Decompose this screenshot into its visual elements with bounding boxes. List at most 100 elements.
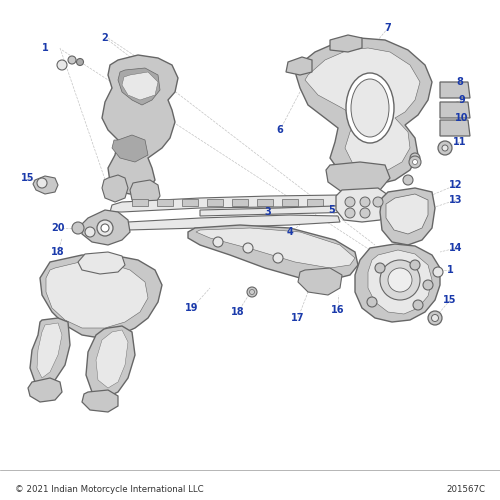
Circle shape	[438, 141, 452, 155]
Polygon shape	[82, 390, 118, 412]
Text: 7: 7	[384, 23, 392, 33]
Polygon shape	[102, 175, 128, 202]
Circle shape	[367, 297, 377, 307]
Polygon shape	[336, 188, 388, 222]
Text: 10: 10	[455, 113, 469, 123]
Polygon shape	[182, 199, 198, 206]
Text: 9: 9	[458, 95, 466, 105]
Polygon shape	[257, 199, 273, 206]
Text: 20: 20	[52, 223, 65, 233]
Polygon shape	[30, 318, 70, 388]
Text: 6: 6	[276, 125, 283, 135]
Circle shape	[273, 253, 283, 263]
Text: 1: 1	[446, 265, 454, 275]
Polygon shape	[440, 120, 470, 136]
Polygon shape	[207, 199, 223, 206]
Circle shape	[345, 197, 355, 207]
Circle shape	[97, 220, 113, 236]
Circle shape	[410, 260, 420, 270]
Ellipse shape	[351, 79, 389, 137]
Circle shape	[428, 311, 442, 325]
Text: 15: 15	[444, 295, 457, 305]
Text: 16: 16	[331, 305, 345, 315]
Polygon shape	[386, 194, 428, 234]
Circle shape	[373, 197, 383, 207]
Polygon shape	[200, 204, 402, 216]
Circle shape	[442, 145, 448, 151]
Polygon shape	[118, 68, 160, 105]
Polygon shape	[40, 255, 162, 338]
Polygon shape	[286, 57, 312, 75]
Polygon shape	[128, 215, 340, 230]
Polygon shape	[46, 262, 148, 328]
Polygon shape	[305, 48, 420, 172]
Text: 4: 4	[286, 227, 294, 237]
Polygon shape	[110, 195, 350, 212]
Polygon shape	[122, 72, 158, 100]
Polygon shape	[440, 102, 470, 118]
Circle shape	[360, 197, 370, 207]
Circle shape	[380, 260, 420, 300]
Polygon shape	[33, 176, 58, 194]
Text: 12: 12	[449, 180, 463, 190]
Polygon shape	[96, 330, 128, 388]
Circle shape	[403, 175, 413, 185]
Ellipse shape	[346, 73, 394, 143]
Text: © 2021 Indian Motorcycle International LLC: © 2021 Indian Motorcycle International L…	[15, 486, 204, 494]
Polygon shape	[282, 199, 298, 206]
Polygon shape	[368, 250, 432, 314]
Text: 201567C: 201567C	[446, 486, 485, 494]
Circle shape	[412, 160, 418, 164]
Polygon shape	[188, 225, 358, 280]
Circle shape	[250, 290, 254, 294]
Text: 8: 8	[456, 77, 464, 87]
Circle shape	[410, 153, 420, 163]
Text: 19: 19	[185, 303, 199, 313]
Polygon shape	[307, 199, 323, 206]
Text: 2: 2	[102, 33, 108, 43]
Polygon shape	[78, 252, 125, 274]
Circle shape	[85, 227, 95, 237]
Circle shape	[360, 208, 370, 218]
Polygon shape	[112, 135, 148, 162]
Polygon shape	[37, 323, 62, 378]
Circle shape	[375, 263, 385, 273]
Circle shape	[243, 243, 253, 253]
Text: 18: 18	[231, 307, 245, 317]
Circle shape	[433, 267, 443, 277]
Polygon shape	[86, 326, 135, 398]
Circle shape	[37, 178, 47, 188]
Polygon shape	[355, 244, 440, 322]
Polygon shape	[298, 268, 342, 295]
Circle shape	[432, 314, 438, 322]
Polygon shape	[440, 82, 470, 98]
Circle shape	[388, 268, 412, 292]
Polygon shape	[132, 199, 148, 206]
Text: 17: 17	[291, 313, 305, 323]
Circle shape	[247, 287, 257, 297]
Polygon shape	[28, 378, 62, 402]
Circle shape	[409, 156, 421, 168]
Polygon shape	[380, 188, 435, 245]
Polygon shape	[130, 180, 160, 205]
Circle shape	[68, 56, 76, 64]
Text: 3: 3	[264, 207, 272, 217]
Text: 14: 14	[449, 243, 463, 253]
Text: 1: 1	[42, 43, 48, 53]
Polygon shape	[82, 210, 130, 245]
Circle shape	[101, 224, 109, 232]
Polygon shape	[295, 38, 432, 185]
Text: 13: 13	[449, 195, 463, 205]
Text: 5: 5	[328, 205, 336, 215]
Polygon shape	[330, 35, 362, 52]
Circle shape	[213, 237, 223, 247]
Circle shape	[57, 60, 67, 70]
Circle shape	[413, 300, 423, 310]
Text: 15: 15	[21, 173, 35, 183]
Polygon shape	[326, 162, 390, 195]
Text: 11: 11	[453, 137, 467, 147]
Polygon shape	[196, 228, 355, 268]
Circle shape	[76, 58, 84, 66]
Polygon shape	[232, 199, 248, 206]
Text: 18: 18	[51, 247, 65, 257]
